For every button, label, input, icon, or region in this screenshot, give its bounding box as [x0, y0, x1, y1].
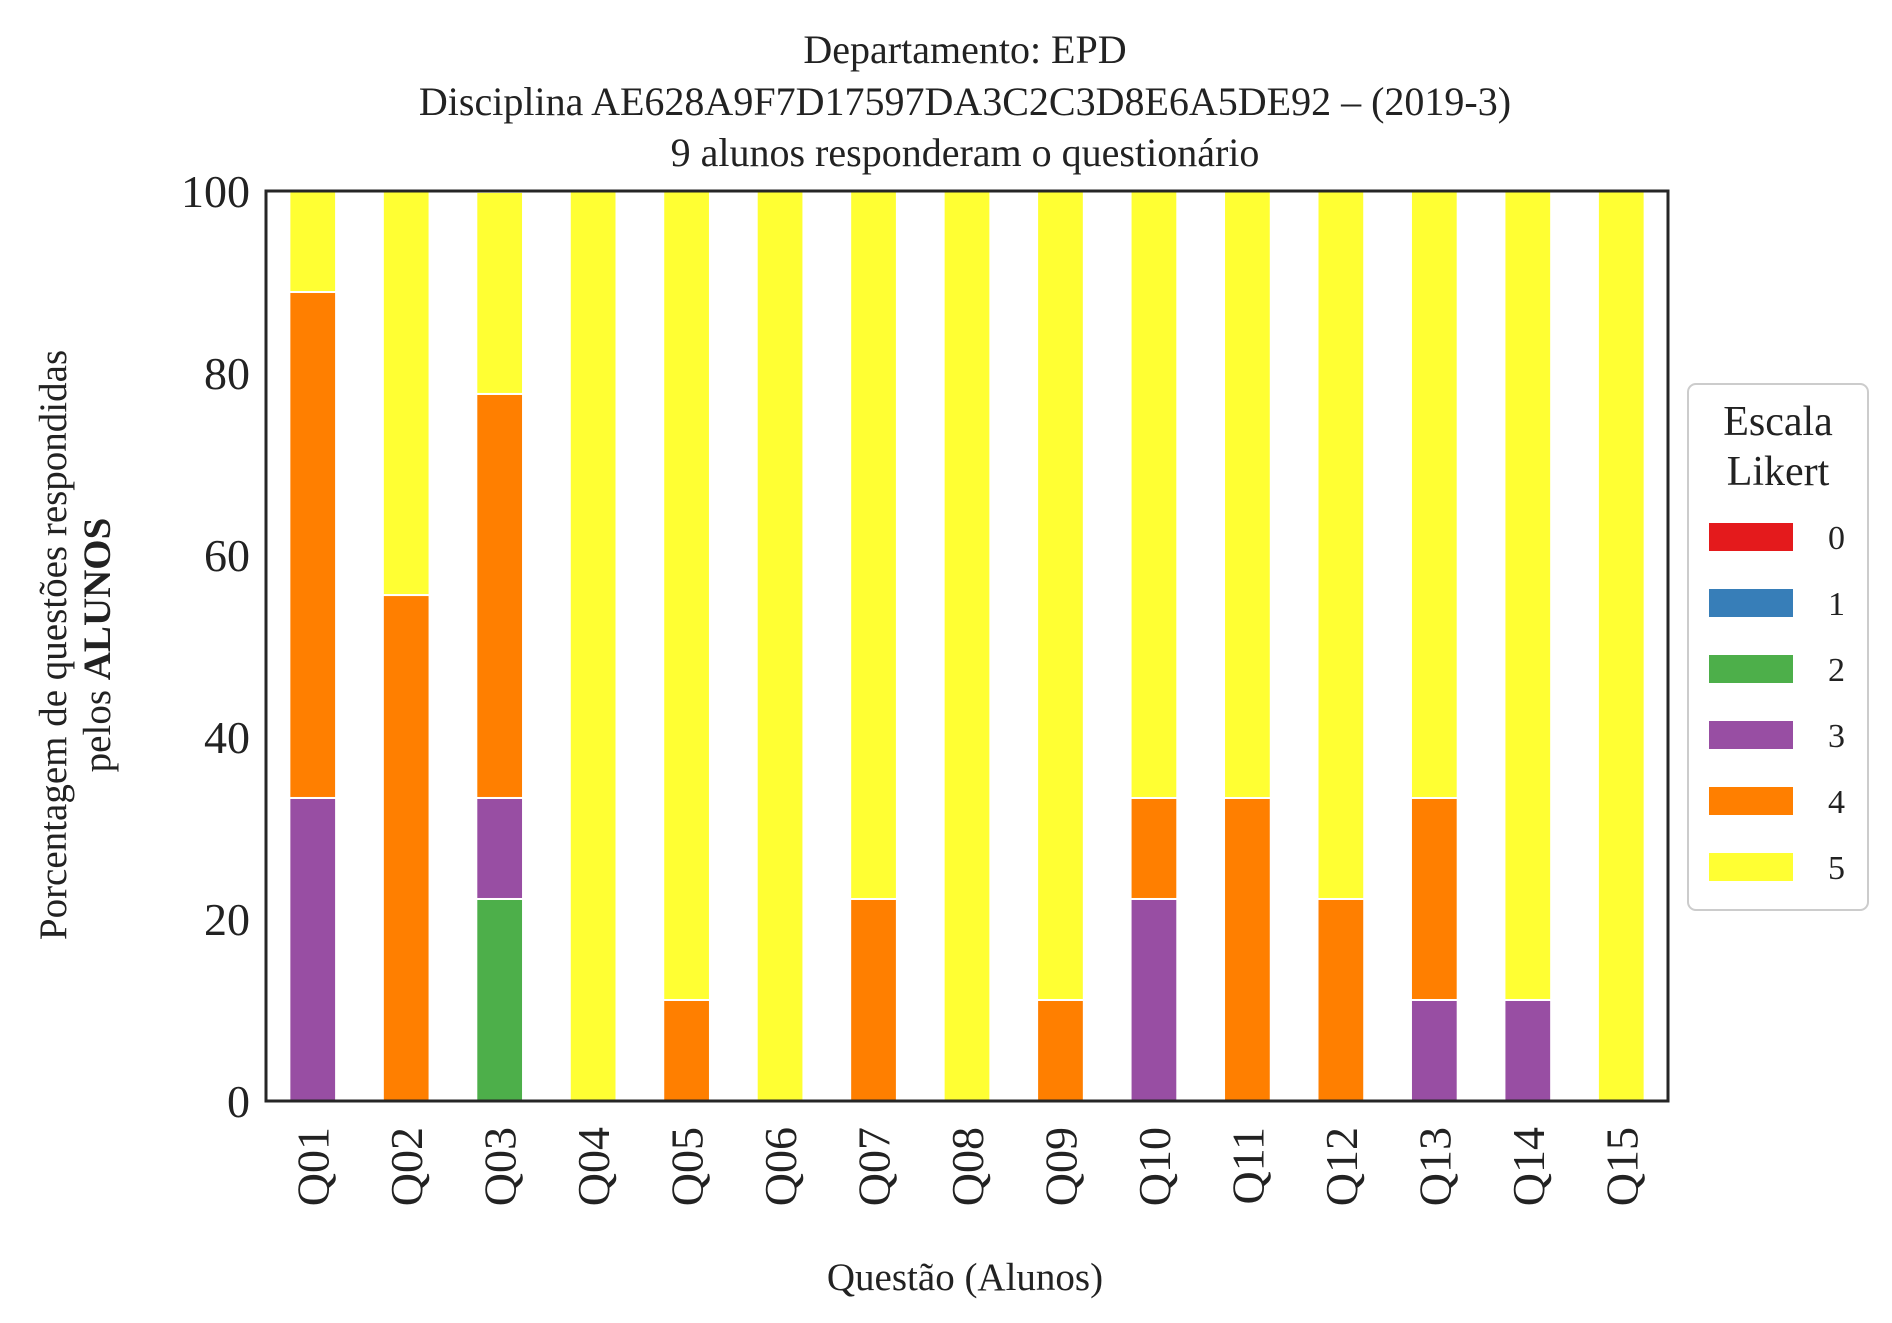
legend-items: 0 1 2 3 4 5: [1709, 520, 1845, 887]
chart-title-line-2: Disciplina AE628A9F7D17597DA3C2C3D8E6A5D…: [419, 79, 1511, 124]
chart-title: Departamento: EPD Disciplina AE628A9F7D1…: [419, 27, 1511, 175]
x-tick-q03: Q03: [475, 1127, 526, 1206]
bar-q13-level-5: [1409, 190, 1459, 799]
y-tick-100: 100: [181, 166, 250, 217]
y-axis-label-line-2: pelos ALUNOS: [76, 518, 119, 773]
x-tick-label: Q10: [1129, 1127, 1180, 1206]
bar-q12-level-5: [1316, 190, 1366, 900]
bar-q01-level-5: [288, 190, 338, 294]
legend-box: [1687, 383, 1869, 911]
x-tick-q05: Q05: [662, 1127, 713, 1206]
x-tick-q07: Q07: [849, 1127, 900, 1206]
x-tick-q12: Q12: [1316, 1127, 1367, 1206]
y-tick-0: 0: [227, 1076, 250, 1127]
x-tick-q14: Q14: [1503, 1127, 1554, 1206]
y-axis-label: Porcentagem de questões respondidas pelo…: [32, 350, 119, 940]
y-tick-40: 40: [204, 712, 250, 763]
y-tick-80: 80: [204, 348, 250, 399]
y-tick-60: 60: [204, 530, 250, 581]
legend-label-5: 5: [1828, 850, 1845, 887]
bar-q11-level-5: [1223, 190, 1272, 799]
x-tick-q09: Q09: [1035, 1127, 1086, 1206]
x-tick-label: Q15: [1596, 1127, 1647, 1206]
bar-q05-level-5: [662, 190, 711, 1001]
bar-q06-level-5: [755, 190, 805, 1102]
y-axis-label-line-1: Porcentagem de questões respondidas: [32, 350, 75, 940]
legend-title-line-2: Likert: [1727, 449, 1830, 495]
x-tick-label: Q02: [381, 1127, 432, 1206]
bar-q05-level-4: [662, 998, 711, 1102]
legend: Escala Likert 0 1 2 3 4 5: [1687, 383, 1869, 911]
bars-layer: [288, 190, 1646, 1102]
bar-q08-level-5: [942, 190, 992, 1102]
chart-title-line-1: Departamento: EPD: [803, 27, 1126, 72]
bar-q12-level-4: [1316, 897, 1366, 1102]
bar-q13-level-3: [1409, 998, 1459, 1102]
x-tick-label: Q08: [942, 1127, 993, 1206]
x-tick-q13: Q13: [1409, 1127, 1460, 1206]
bar-q03-level-2: [475, 897, 525, 1102]
legend-title-line-1: Escala: [1723, 399, 1833, 445]
x-tick-q04: Q04: [568, 1127, 619, 1206]
x-tick-label: Q07: [849, 1127, 900, 1206]
legend-label-2: 2: [1828, 652, 1845, 689]
plot-area-frame: [264, 189, 1670, 1103]
legend-swatch-4: [1709, 787, 1793, 815]
bar-q10-level-4: [1129, 796, 1179, 900]
bar-q13-level-4: [1409, 796, 1459, 1001]
bar-q01-level-4: [288, 291, 338, 799]
y-tick-20: 20: [204, 894, 250, 945]
bar-q07-level-5: [849, 190, 898, 900]
bar-q10-level-5: [1129, 190, 1179, 799]
x-tick-label: Q03: [475, 1127, 526, 1206]
y-axis-label-prefix: pelos: [76, 680, 119, 772]
bar-q02-level-5: [381, 190, 431, 597]
bar-q07-level-4: [849, 897, 898, 1102]
bar-q09-level-4: [1036, 998, 1085, 1102]
x-tick-q11: Q11: [1222, 1127, 1273, 1205]
x-tick-label: Q05: [662, 1127, 713, 1206]
x-tick-label: Q09: [1035, 1127, 1086, 1206]
x-tick-label: Q13: [1409, 1127, 1460, 1206]
x-axis-ticks: Q01 Q02 Q03 Q04 Q05 Q06 Q07 Q08 Q09 Q10 Q11 Q12 Q13 Q…: [288, 1127, 1648, 1206]
legend-swatch-3: [1709, 721, 1793, 749]
x-tick-q06: Q06: [755, 1127, 806, 1206]
x-tick-q10: Q10: [1129, 1127, 1180, 1206]
legend-swatch-2: [1709, 655, 1793, 683]
x-tick-q01: Q01: [288, 1127, 339, 1206]
legend-label-4: 4: [1828, 784, 1845, 821]
chart-title-line-3: 9 alunos responderam o questionário: [671, 130, 1260, 175]
bar-q03-level-3: [475, 796, 525, 900]
bar-q10-level-3: [1129, 897, 1179, 1102]
y-axis-ticks: 0 20 40 60 80 100: [181, 166, 250, 1127]
legend-swatch-1: [1709, 589, 1793, 617]
x-tick-q15: Q15: [1596, 1127, 1647, 1206]
bar-q03-level-4: [475, 392, 525, 799]
bar-q02-level-4: [381, 594, 431, 1102]
legend-label-3: 3: [1828, 718, 1845, 755]
y-axis-label-bold: ALUNOS: [76, 518, 119, 681]
x-tick-label: Q12: [1316, 1127, 1367, 1206]
legend-label-0: 0: [1828, 520, 1845, 557]
legend-swatch-0: [1709, 523, 1793, 551]
bar-q11-level-4: [1223, 796, 1272, 1102]
bar-q01-level-3: [288, 796, 338, 1102]
bar-q04-level-5: [568, 190, 618, 1102]
x-tick-label: Q06: [755, 1127, 806, 1206]
bar-q14-level-5: [1503, 190, 1553, 1001]
x-tick-label: Q01: [288, 1127, 339, 1206]
bar-q15-level-5: [1596, 190, 1646, 1102]
bar-q09-level-5: [1036, 190, 1085, 1001]
legend-swatch-5: [1709, 853, 1793, 881]
bar-q14-level-3: [1503, 998, 1553, 1102]
x-tick-q08: Q08: [942, 1127, 993, 1206]
x-tick-label: Q04: [568, 1127, 619, 1206]
x-tick-label: Q11: [1222, 1127, 1273, 1205]
x-axis-label: Questão (Alunos): [827, 1256, 1103, 1299]
x-tick-label: Q14: [1503, 1127, 1554, 1206]
legend-label-1: 1: [1828, 586, 1845, 623]
x-tick-q02: Q02: [381, 1127, 432, 1206]
bar-q03-level-5: [475, 190, 525, 395]
